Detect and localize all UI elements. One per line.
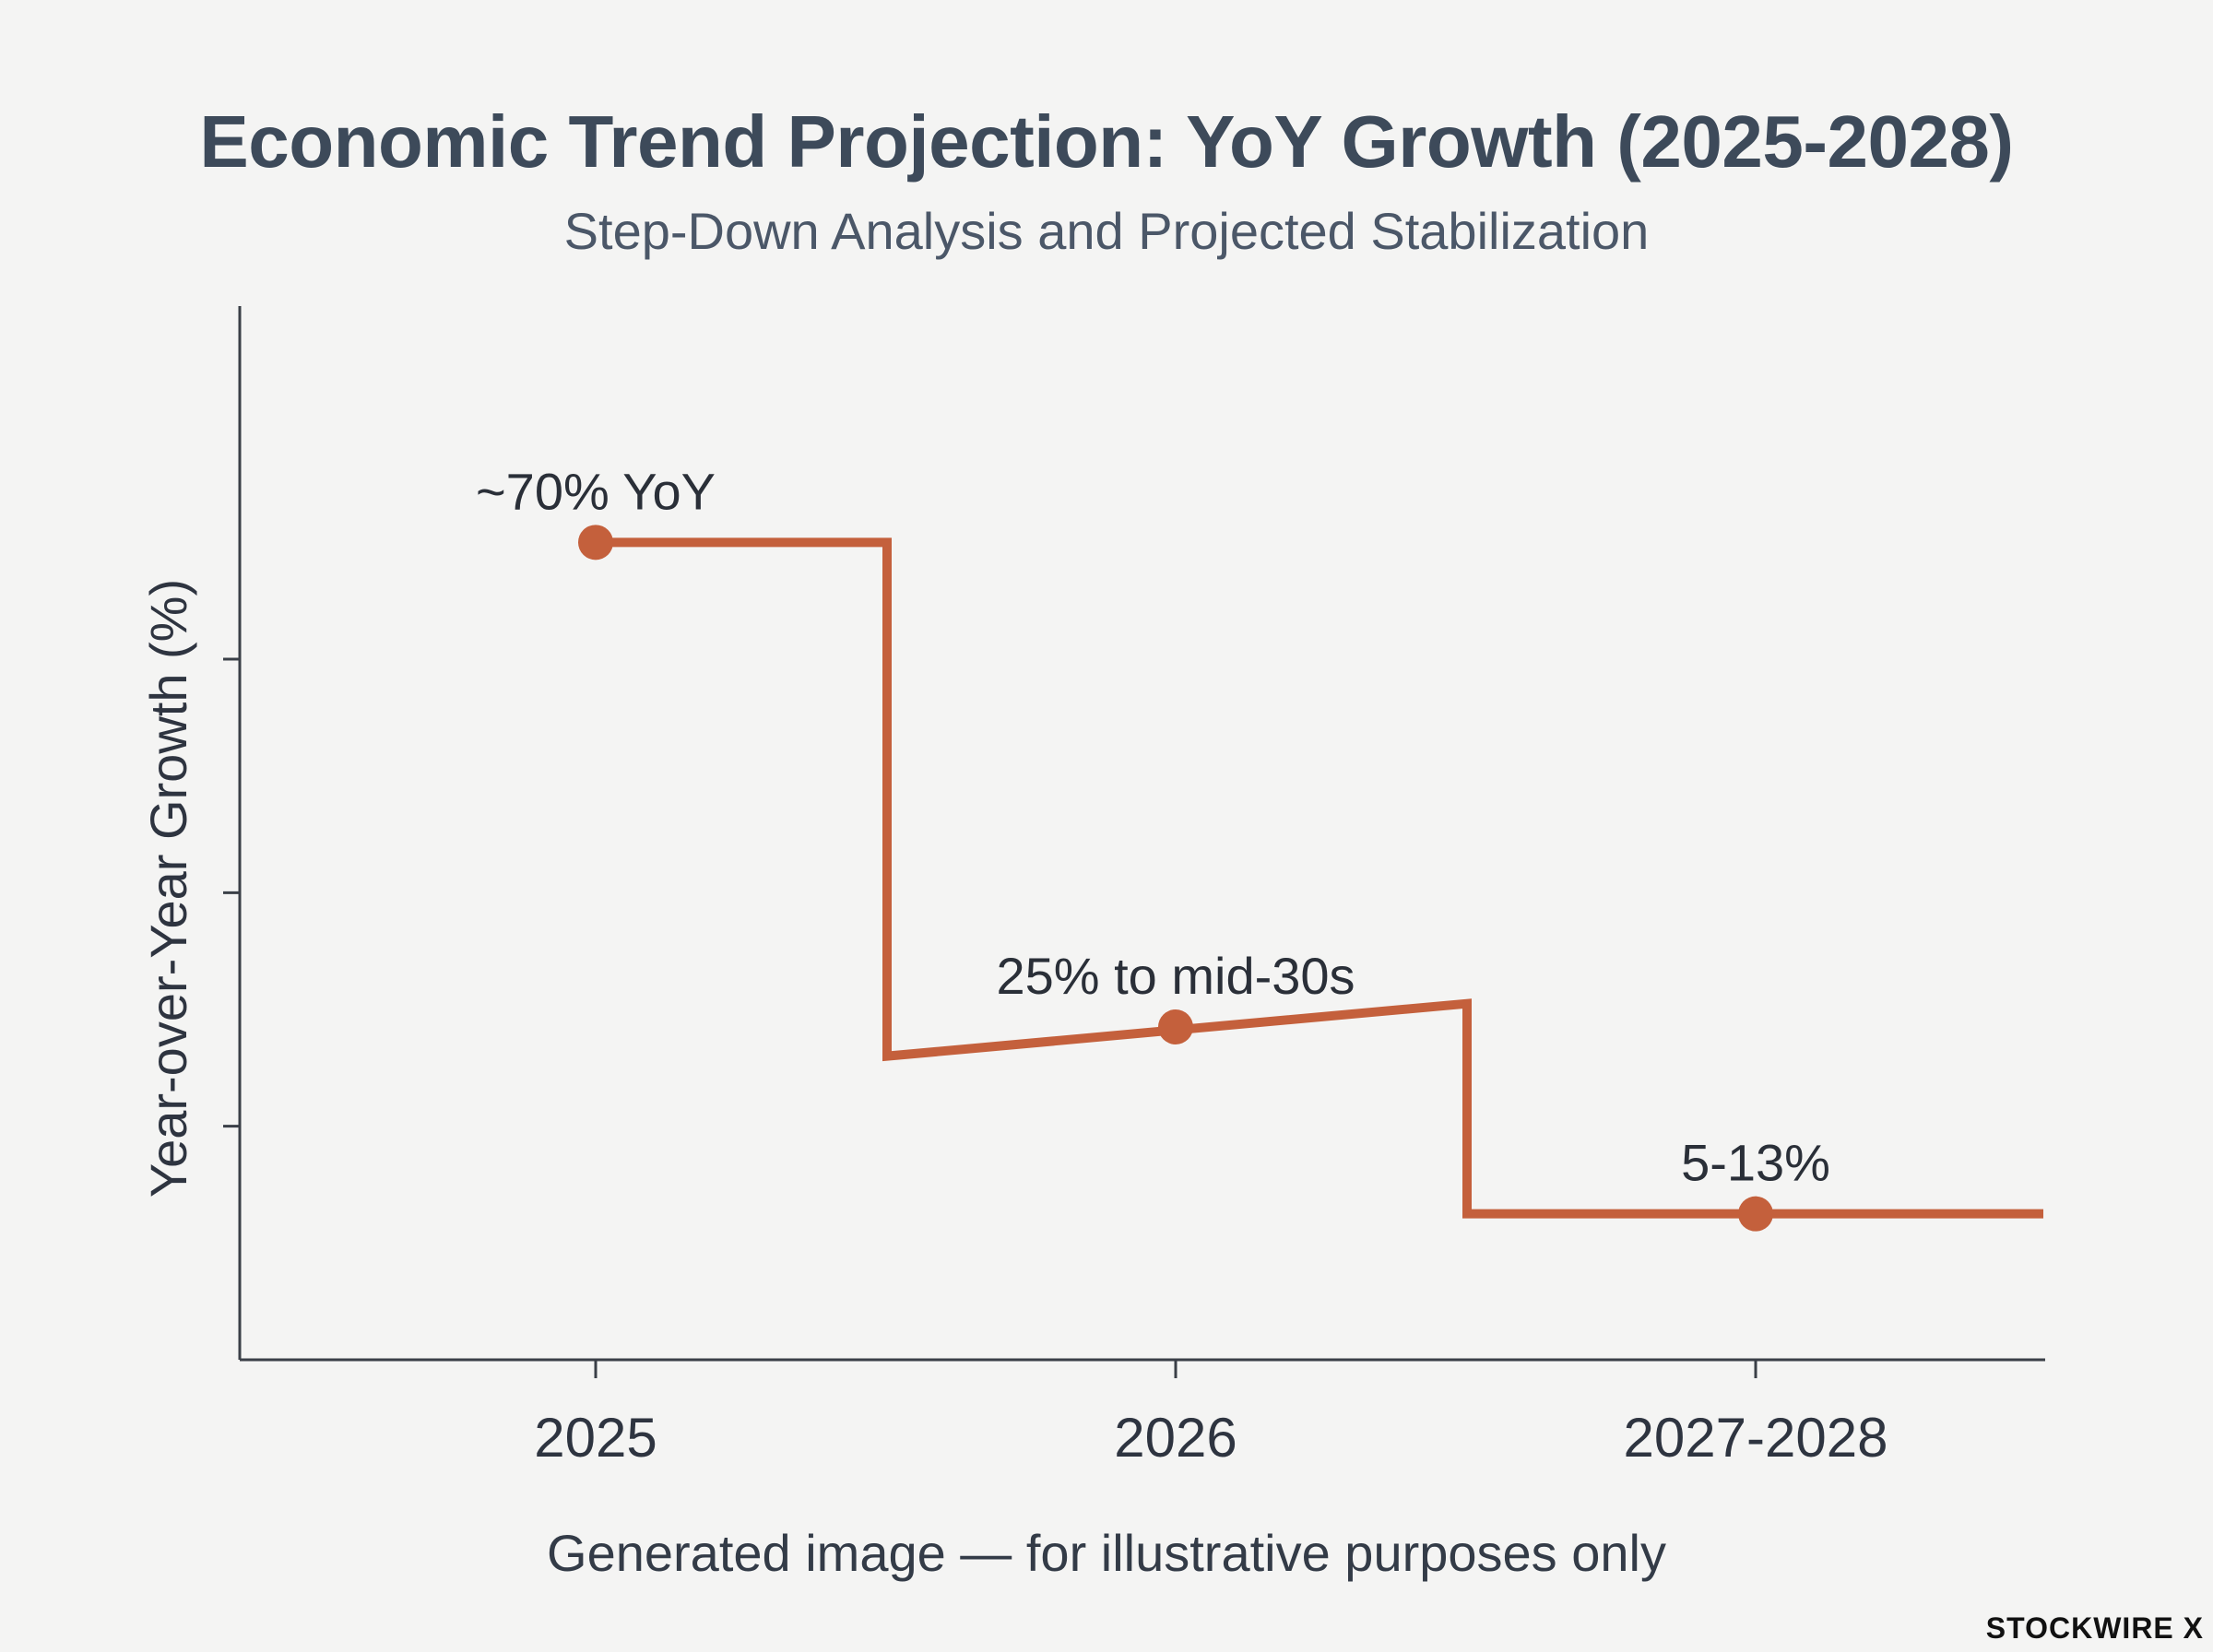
data-label: 25% to mid-30s <box>996 947 1355 1005</box>
labels-group: ~70% YoY 25% to mid-30s 5-13% <box>476 462 1830 1191</box>
data-point <box>578 525 613 560</box>
series-line <box>596 537 2043 1219</box>
data-label: ~70% YoY <box>476 462 716 520</box>
axes: 2025 2026 2027-2028 Year-over-Year Growth (… <box>139 306 2045 1469</box>
y-axis-label: Year-over-Year Growth (%) <box>139 579 197 1198</box>
data-point <box>1738 1196 1773 1232</box>
disclaimer-caption: Generated image — for illustrative purpo… <box>547 1524 1666 1582</box>
data-point <box>1158 1009 1193 1044</box>
series-line-group <box>578 525 2043 1232</box>
x-tick-label: 2026 <box>1114 1407 1237 1469</box>
x-tick-label: 2027-2028 <box>1624 1407 1888 1469</box>
chart-subtitle: Step-Down Analysis and Projected Stabili… <box>563 202 1650 260</box>
x-tick-label: 2025 <box>534 1407 657 1469</box>
data-label: 5-13% <box>1681 1134 1830 1192</box>
brand-logo: STOCKWIRE X <box>1985 1611 2204 1645</box>
chart-title: Economic Trend Projection: YoY Growth (2… <box>199 100 2014 183</box>
